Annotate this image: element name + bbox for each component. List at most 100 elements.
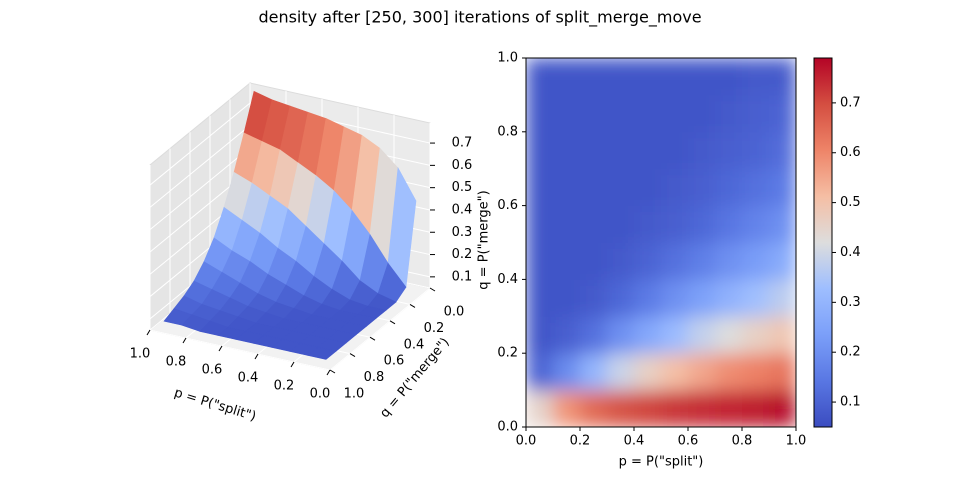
heatmap-cell	[769, 94, 796, 133]
heatmap-cell	[580, 353, 608, 391]
heatmap-cell	[688, 316, 716, 354]
heatmap-cells	[526, 58, 796, 427]
heatmap-cell	[553, 168, 581, 207]
x-tick	[254, 353, 259, 360]
x-axis-label: p = P("split")	[619, 455, 704, 470]
heatmap-cell	[553, 242, 581, 280]
x-tick-label: 0.4	[624, 434, 645, 449]
heatmap-cell	[715, 168, 743, 207]
grid-line	[149, 102, 431, 186]
surface-patch	[307, 346, 337, 360]
y-tick-label: 0.0	[444, 305, 465, 320]
heatmap-cell	[715, 316, 743, 354]
x-tick	[218, 345, 223, 352]
heatmap-cell	[715, 390, 743, 427]
heatmap-cell	[526, 242, 554, 280]
heatmap-cell	[634, 279, 662, 317]
heatmap-cell	[634, 353, 662, 391]
heatmap-cell	[553, 205, 581, 243]
heatmap-cell	[742, 205, 770, 243]
heatmap-cell	[580, 168, 608, 207]
heatmap-cell	[688, 58, 716, 96]
heatmap-cell	[634, 390, 662, 427]
heatmap-cell	[634, 131, 662, 170]
colorbar-tick-label: 0.1	[840, 395, 861, 410]
heatmap-cell	[634, 205, 662, 243]
heatmap-cell	[580, 316, 608, 354]
heatmap-cell	[661, 390, 689, 427]
x-tick-label: 0.4	[238, 371, 259, 386]
heatmap-cell	[580, 131, 608, 170]
heatmap-cell	[580, 242, 608, 280]
x-tick-label: 1.0	[130, 347, 151, 362]
heatmap-cell	[553, 279, 581, 317]
heatmap-cell	[526, 316, 554, 354]
heatmap-cell	[769, 316, 796, 354]
x-tick-label: 0.0	[516, 434, 537, 449]
heatmap-cell	[553, 353, 581, 391]
heatmap-cell	[553, 94, 581, 133]
heatmap-cell	[742, 242, 770, 280]
heatmap-cell	[742, 131, 770, 170]
x-tick-label: 0.8	[166, 355, 187, 370]
heatmap-cell	[607, 353, 635, 391]
heatmap-cell	[661, 279, 689, 317]
x-tick	[326, 369, 331, 376]
heatmap-cell	[634, 316, 662, 354]
z-tick-label: 0.6	[452, 158, 473, 173]
heatmap-cell	[688, 390, 716, 427]
heatmap-area	[526, 58, 796, 427]
z-tick-label: 0.1	[452, 269, 473, 284]
colorbar	[813, 57, 833, 428]
heatmap-cell	[688, 279, 716, 317]
colorbar-tick-label: 0.4	[840, 245, 861, 260]
heatmap-cell	[742, 316, 770, 354]
heatmap-cell	[526, 205, 554, 243]
heatmap-cell	[715, 353, 743, 391]
x-tick-label: 0.2	[570, 434, 591, 449]
heatmap-cell	[742, 390, 770, 427]
y-tick	[429, 287, 436, 292]
y-tick	[389, 320, 396, 325]
heatmap-cell	[526, 94, 554, 133]
heatmap-cell	[661, 205, 689, 243]
x-tick-label: 0.6	[678, 434, 699, 449]
heatmap-cell	[688, 242, 716, 280]
heatmap-cell	[661, 242, 689, 280]
y-tick-label: 0.2	[424, 321, 445, 336]
heatmap-cell	[769, 168, 796, 207]
heatmap-cell	[715, 242, 743, 280]
heatmap-cell	[769, 390, 796, 427]
x-tick-label: 0.0	[310, 387, 331, 402]
y-tick-label: 1.0	[344, 387, 365, 402]
heatmap-cell	[661, 316, 689, 354]
y-tick	[369, 336, 376, 341]
colorbar-tick-label: 0.6	[840, 145, 861, 160]
y-tick	[409, 303, 416, 308]
heatmap-cell	[607, 279, 635, 317]
colorbar-tick-label: 0.2	[840, 345, 861, 360]
z-tick-label: 0.3	[452, 225, 473, 240]
x-tick-label: 0.6	[202, 363, 223, 378]
heatmap-cell	[607, 58, 635, 96]
colorbar-tick-label: 0.3	[840, 295, 861, 310]
heatmap-cell	[526, 131, 554, 170]
heatmap-cell	[688, 94, 716, 133]
colorbar-tick-label: 0.7	[840, 95, 861, 110]
z-axis-label: q = P("merge")	[477, 190, 492, 289]
heatmap-cell	[661, 131, 689, 170]
heatmap-cell	[715, 94, 743, 133]
heatmap-cell	[769, 353, 796, 391]
heatmap-cell	[526, 168, 554, 207]
heatmap-cell	[607, 131, 635, 170]
y-tick-label: 0.2	[497, 346, 518, 361]
y-tick	[329, 369, 336, 374]
heatmap-cell	[769, 131, 796, 170]
heatmap-cell	[742, 94, 770, 133]
y-tick-label: 0.6	[384, 354, 405, 369]
heatmap-cell	[526, 58, 554, 96]
heatmap-cell	[661, 94, 689, 133]
x-tick-label: 0.2	[274, 379, 295, 394]
